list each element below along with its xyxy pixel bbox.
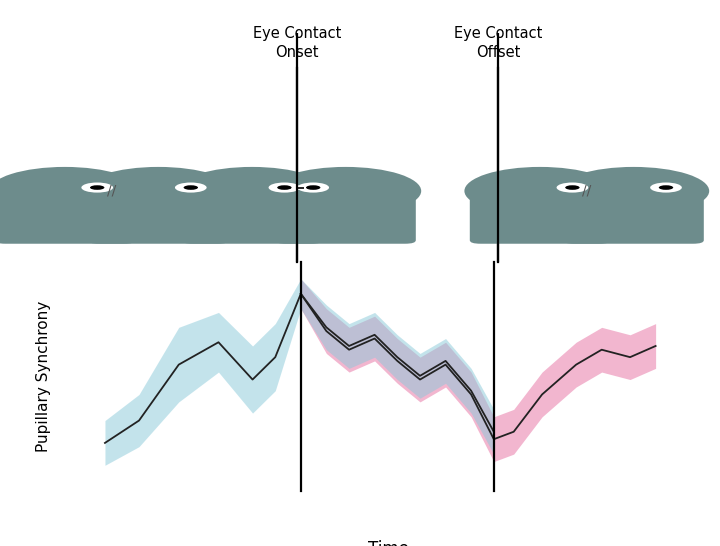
FancyBboxPatch shape: [46, 199, 84, 239]
FancyBboxPatch shape: [275, 191, 416, 244]
Circle shape: [558, 167, 709, 215]
Circle shape: [0, 167, 140, 215]
FancyBboxPatch shape: [521, 199, 559, 239]
Text: Eye Contact
Onset: Eye Contact Onset: [253, 26, 341, 60]
Circle shape: [659, 185, 673, 190]
Circle shape: [306, 185, 320, 190]
Text: //: //: [582, 184, 591, 198]
Circle shape: [81, 182, 113, 193]
FancyBboxPatch shape: [0, 191, 135, 244]
FancyBboxPatch shape: [181, 191, 323, 244]
Text: Pupillary Synchrony: Pupillary Synchrony: [36, 301, 51, 453]
FancyBboxPatch shape: [615, 199, 652, 239]
Circle shape: [175, 182, 207, 193]
FancyBboxPatch shape: [469, 191, 610, 244]
Circle shape: [184, 185, 198, 190]
Circle shape: [297, 182, 329, 193]
Text: Time: Time: [369, 540, 409, 546]
FancyBboxPatch shape: [140, 199, 177, 239]
FancyBboxPatch shape: [563, 191, 704, 244]
Circle shape: [650, 182, 682, 193]
Text: //: //: [107, 184, 116, 198]
Circle shape: [277, 185, 292, 190]
FancyBboxPatch shape: [295, 203, 333, 235]
FancyBboxPatch shape: [89, 191, 229, 244]
Circle shape: [176, 167, 328, 215]
Circle shape: [90, 185, 104, 190]
FancyBboxPatch shape: [248, 229, 328, 242]
Circle shape: [557, 182, 588, 193]
Circle shape: [270, 167, 421, 215]
Circle shape: [83, 167, 234, 215]
Circle shape: [269, 182, 300, 193]
Circle shape: [565, 185, 580, 190]
FancyBboxPatch shape: [233, 199, 271, 239]
Text: Eye Contact
Offset: Eye Contact Offset: [454, 26, 542, 60]
Circle shape: [464, 167, 616, 215]
